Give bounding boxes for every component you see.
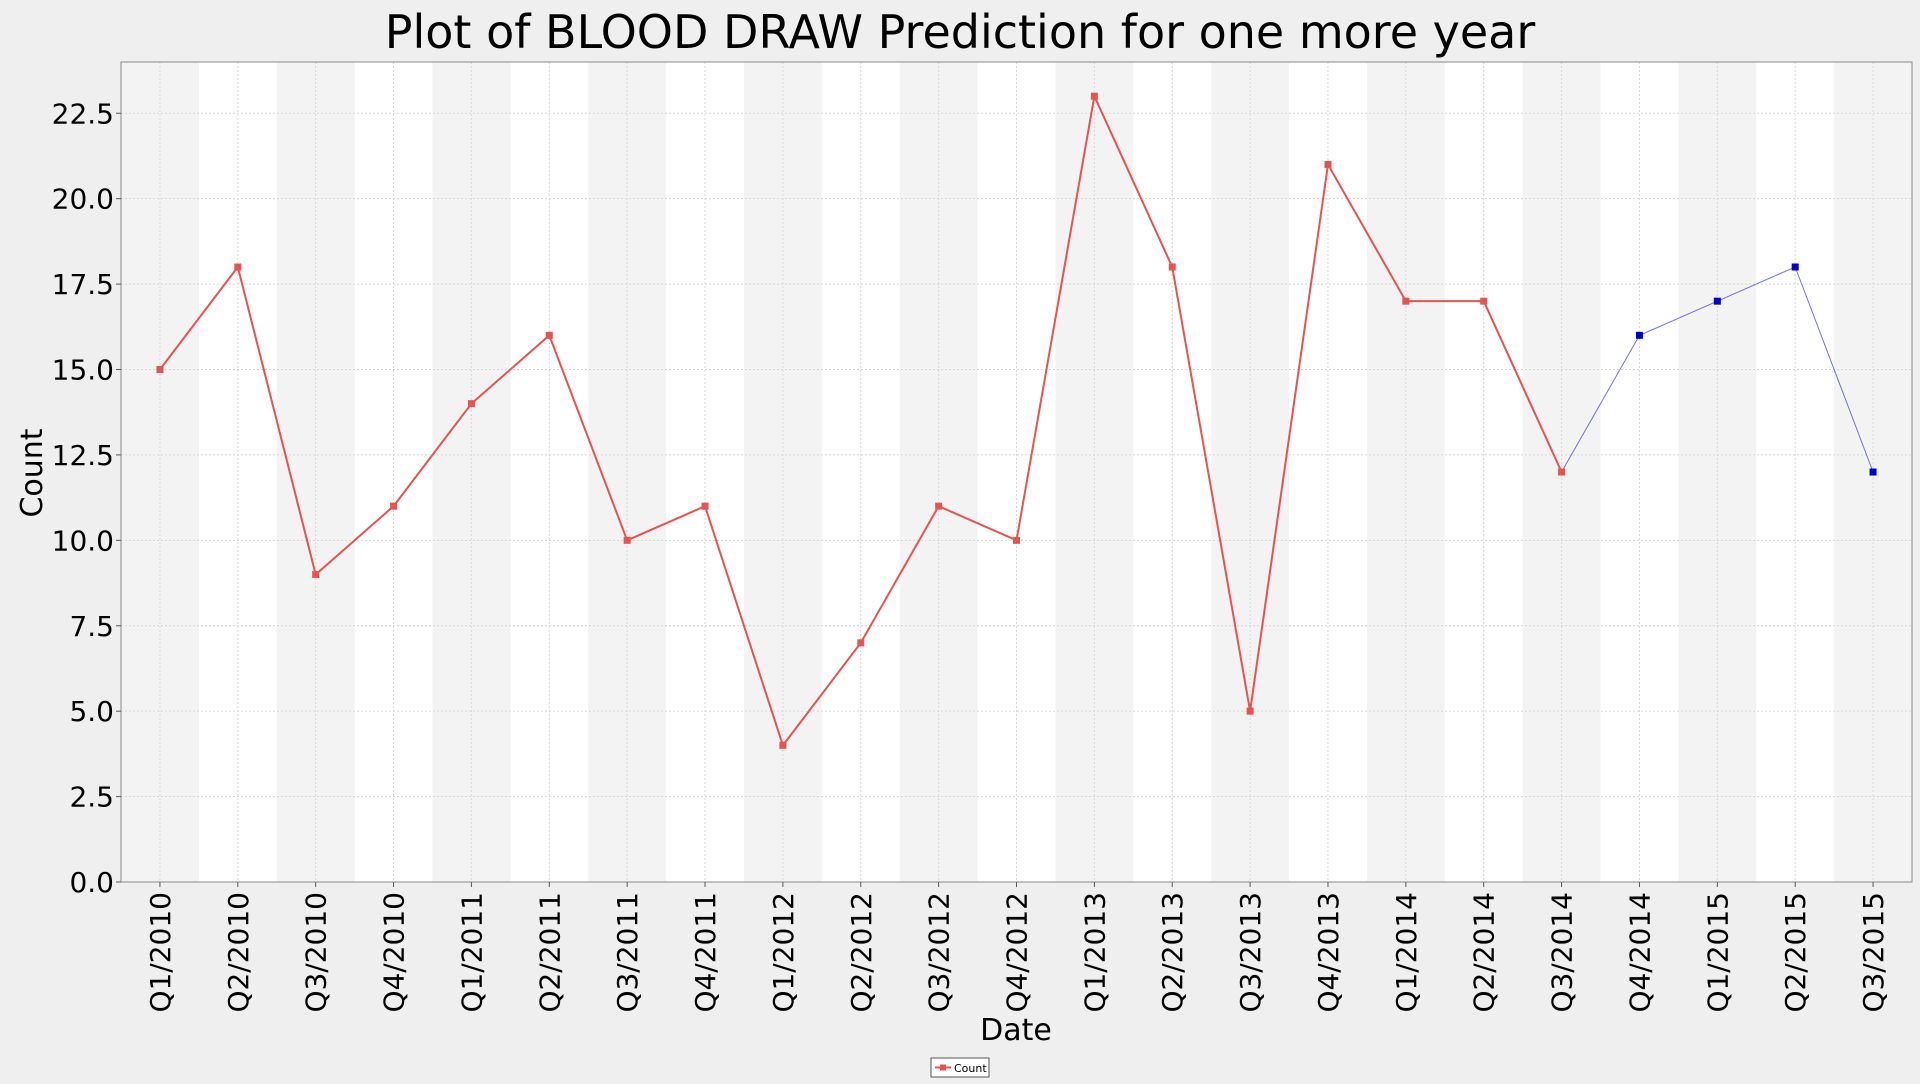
y-tick-label: 15.0 xyxy=(52,354,114,387)
data-point-0 xyxy=(1246,707,1254,715)
y-tick-label: 0.0 xyxy=(69,866,114,899)
x-tick-label: Q2/2014 xyxy=(1468,892,1501,1013)
data-point-1 xyxy=(1869,468,1877,476)
x-tick-label: Q3/2014 xyxy=(1546,892,1579,1013)
data-point-0 xyxy=(779,741,787,749)
x-tick-label: Q3/2013 xyxy=(1234,892,1267,1013)
x-tick-label: Q2/2010 xyxy=(222,892,255,1013)
data-point-0 xyxy=(545,331,553,339)
data-point-0 xyxy=(156,366,164,373)
x-tick-label: Q4/2013 xyxy=(1312,892,1345,1013)
y-tick-label: 20.0 xyxy=(52,183,114,216)
x-tick-label: Q1/2010 xyxy=(144,892,177,1013)
data-point-1 xyxy=(1635,331,1643,339)
y-tick-label: 17.5 xyxy=(52,268,114,301)
x-tick-label: Q4/2011 xyxy=(689,892,722,1013)
x-tick-label: Q4/2014 xyxy=(1623,892,1656,1013)
x-tick-label: Q4/2012 xyxy=(1001,892,1034,1013)
legend-box xyxy=(930,1057,990,1078)
x-tick-label: Q2/2012 xyxy=(845,892,878,1013)
y-tick-label: 5.0 xyxy=(69,695,114,728)
y-tick-label: 12.5 xyxy=(52,439,114,472)
x-tick-label: Q1/2013 xyxy=(1078,892,1111,1013)
y-tick-label: 10.0 xyxy=(52,524,114,557)
data-point-0 xyxy=(1324,161,1332,168)
x-tick-label: Q3/2010 xyxy=(300,892,333,1013)
x-tick-label: Q1/2012 xyxy=(767,892,800,1013)
x-tick-label: Q2/2011 xyxy=(533,892,566,1013)
data-point-0 xyxy=(312,571,320,578)
x-tick-label: Q3/2015 xyxy=(1857,892,1890,1013)
y-tick-label: 22.5 xyxy=(52,97,114,130)
data-point-1 xyxy=(1791,263,1799,271)
data-point-0 xyxy=(701,502,709,510)
x-tick-label: Q1/2014 xyxy=(1390,892,1423,1013)
data-point-0 xyxy=(623,536,631,544)
data-point-0 xyxy=(1090,92,1098,100)
y-axis-ticks: 0.0 2.5 5.0 7.5 10.0 12.5 15.0 17.5 20.0 22.5 xyxy=(52,97,121,899)
data-point-0 xyxy=(390,502,398,510)
x-tick-label: Q4/2010 xyxy=(378,892,411,1013)
x-tick-label: Q2/2013 xyxy=(1156,892,1189,1013)
x-tick-label: Q1/2015 xyxy=(1701,892,1734,1013)
data-point-0 xyxy=(467,400,475,408)
data-point-0 xyxy=(1480,297,1488,305)
legend-label: Count xyxy=(954,1062,987,1075)
y-tick-label: 7.5 xyxy=(69,610,114,643)
data-point-1 xyxy=(1713,297,1721,305)
x-tick-label: Q3/2012 xyxy=(923,892,956,1013)
x-tick-label: Q3/2011 xyxy=(611,892,644,1013)
data-point-0 xyxy=(1013,536,1020,544)
data-point-0 xyxy=(857,639,865,647)
data-point-0 xyxy=(1402,297,1410,305)
x-axis-label: Date xyxy=(980,1013,1052,1048)
data-point-0 xyxy=(234,263,242,271)
y-tick-label: 2.5 xyxy=(69,781,114,814)
x-tick-label: Q2/2015 xyxy=(1779,892,1812,1013)
x-tick-label: Q1/2011 xyxy=(455,892,488,1013)
legend: Count xyxy=(930,1057,990,1078)
data-point-0 xyxy=(1558,468,1566,476)
data-point-0 xyxy=(1168,263,1176,271)
chart-title: Plot of BLOOD DRAW Prediction for one mo… xyxy=(385,5,1536,59)
y-axis-label: Count xyxy=(15,428,50,517)
legend-marker xyxy=(940,1064,946,1071)
data-point-0 xyxy=(935,502,943,510)
series-points xyxy=(156,92,1877,749)
x-axis-ticks: Q1/2010 Q2/2010 Q3/2010 Q4/2010 Q1/2011 Q2/20… xyxy=(144,882,1890,1013)
